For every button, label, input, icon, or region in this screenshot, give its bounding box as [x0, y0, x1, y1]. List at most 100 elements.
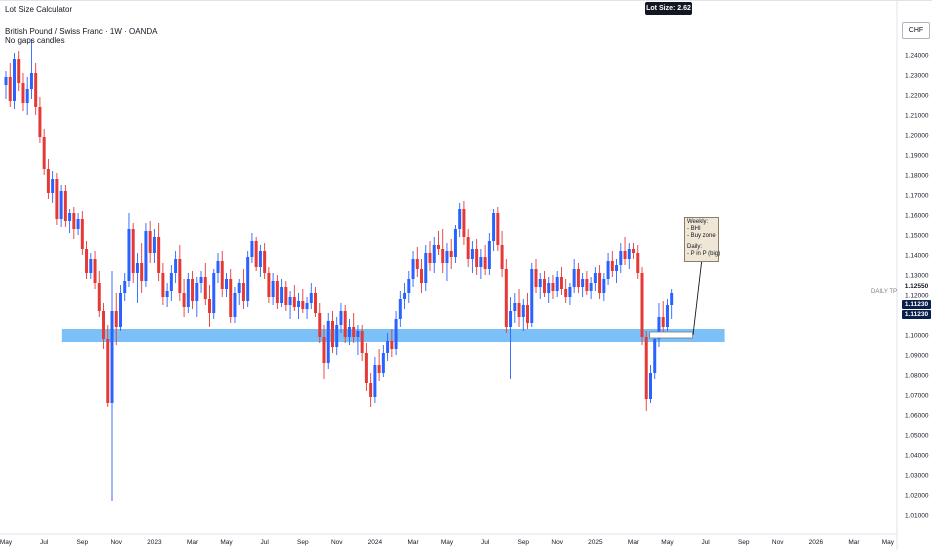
candle-body	[314, 293, 318, 313]
candle-body	[369, 383, 373, 397]
candle-body	[233, 293, 237, 317]
x-tick-label: Sep	[297, 539, 309, 546]
candle-body	[169, 273, 173, 291]
y-tick-label: 1.17000	[905, 193, 929, 200]
y-tick-label: 1.21000	[905, 113, 929, 120]
candle-body	[237, 283, 241, 293]
candle-body	[17, 59, 21, 83]
candle-body	[102, 311, 106, 339]
candle-body	[76, 219, 80, 229]
x-tick-label: Jul	[481, 539, 490, 546]
candle-body	[403, 293, 407, 299]
candle-body	[487, 241, 491, 269]
candle-body	[330, 321, 334, 347]
candle-body	[462, 209, 466, 237]
price-axis	[897, 1, 932, 550]
candle-body	[381, 353, 385, 373]
candle-body	[373, 365, 377, 397]
candle-body	[534, 269, 538, 287]
y-tick-label: 1.18000	[905, 173, 929, 180]
candle-body	[118, 293, 122, 327]
candle-body	[610, 261, 614, 271]
candle-body	[93, 259, 97, 283]
candle-body	[110, 311, 114, 403]
y-tick-label: 1.02000	[905, 493, 929, 500]
candle-body	[661, 317, 665, 327]
x-tick-label: May	[441, 539, 454, 546]
lot-size-badge[interactable]: Lot Size: 2.62	[645, 2, 692, 15]
candle-body	[449, 251, 453, 257]
x-tick-label: Sep	[77, 539, 89, 546]
symbol-title[interactable]: British Pound / Swiss Franc · 1W · OANDA	[5, 27, 158, 36]
candle-body	[284, 287, 288, 305]
candle-body	[144, 231, 148, 281]
candle-body	[509, 311, 513, 327]
candle-body	[271, 281, 275, 297]
candle-body	[157, 237, 161, 273]
candle-body	[466, 237, 470, 259]
candle-body	[42, 137, 46, 169]
candle-body	[263, 251, 267, 273]
candle-body	[322, 337, 326, 363]
candle-body	[195, 283, 199, 301]
candle-body	[178, 259, 182, 293]
tp-price-tag: 1.12550	[902, 282, 931, 291]
candle-body	[428, 253, 432, 263]
trade-note-box[interactable]: Weekly: - BHI - Buy zone Daily: - P in P…	[684, 217, 720, 262]
candle-body	[555, 277, 559, 291]
x-tick-label: May	[882, 539, 895, 546]
zone-layer	[61, 329, 725, 342]
candle-body	[657, 317, 661, 339]
candle-body	[411, 259, 415, 279]
candle-body	[627, 249, 631, 259]
x-tick-label: May	[661, 539, 674, 546]
note-line: Daily:	[687, 244, 703, 250]
candle-body	[572, 269, 576, 287]
candle-body	[55, 179, 59, 219]
candle-body	[542, 279, 546, 293]
candle-body	[352, 327, 356, 337]
candle-body	[360, 331, 364, 353]
candle-body	[420, 269, 424, 283]
candle-body	[415, 259, 419, 269]
candle-body	[12, 59, 16, 101]
candle-body	[174, 259, 178, 273]
candle-body	[63, 191, 67, 221]
x-tick-label: Sep	[738, 539, 750, 546]
y-tick-label: 1.10000	[905, 333, 929, 340]
candle-body	[479, 257, 483, 267]
candle-body	[640, 273, 644, 337]
candle-body	[500, 245, 504, 269]
y-tick-label: 1.16000	[905, 213, 929, 220]
candle-body	[632, 249, 636, 253]
candle-body	[585, 279, 589, 291]
x-tick-label: Jul	[260, 539, 269, 546]
candle-body	[526, 305, 530, 323]
candle-body	[551, 283, 555, 291]
candle-body	[34, 73, 38, 107]
candle-body	[364, 353, 368, 383]
candle-body	[25, 89, 29, 103]
bid-price-tag: 1.11230	[902, 310, 931, 319]
y-tick-label: 1.24000	[905, 53, 929, 60]
candle-body	[4, 77, 8, 85]
candle-body	[436, 245, 440, 249]
y-tick-label: 1.14000	[905, 253, 929, 260]
candle-body	[653, 339, 657, 373]
candle-body	[347, 327, 351, 337]
candle-body	[131, 229, 135, 273]
candle-body	[297, 301, 301, 307]
y-tick-label: 1.09000	[905, 353, 929, 360]
currency-button[interactable]: CHF	[902, 22, 930, 39]
candle-body	[254, 241, 258, 267]
x-tick-label: 2026	[809, 539, 824, 546]
candle-body	[38, 107, 42, 137]
indicator-name[interactable]: Lot Size Calculator	[5, 5, 73, 14]
candle-body	[623, 251, 627, 259]
candle-body	[152, 237, 156, 253]
candle-body	[547, 283, 551, 293]
x-tick-label: Mar	[187, 539, 199, 546]
y-tick-label: 1.19000	[905, 153, 929, 160]
daily-tp-label: DAILY TP	[871, 289, 898, 295]
